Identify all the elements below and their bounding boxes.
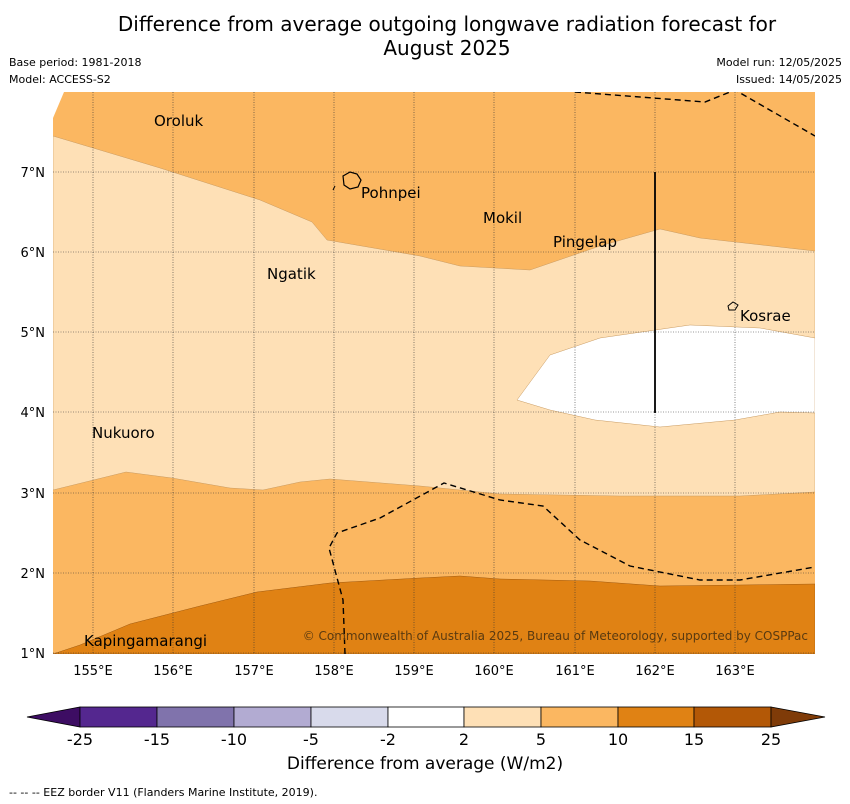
place-label-nukuoro: Nukuoro [92,424,155,442]
place-label-kosrae: Kosrae [740,307,791,325]
lat-tick: 3°N [21,487,46,502]
kosrae-island [727,301,739,311]
colorbar-bin [156,706,235,728]
lat-tick: 7°N [21,166,46,181]
lon-tick: 159°E [394,664,434,679]
meta-left: Base period: 1981-2018 Model: ACCESS-S2 [9,54,141,88]
lat-axis: 1°N 2°N 3°N 4°N 5°N 6°N 7°N [21,166,46,662]
lat-tick: 4°N [21,406,46,421]
colorbar-bin [233,706,312,728]
top-left-corner [53,92,64,118]
place-label-pohnpei: Pohnpei [361,184,421,202]
lon-axis: 155°E 156°E 157°E 158°E 159°E 160°E 161°… [73,664,755,679]
colorbar [26,706,826,728]
islet [332,185,336,191]
lon-tick: 155°E [73,664,113,679]
place-label-mokil: Mokil [483,209,522,227]
colorbar-title: Difference from average (W/m2) [286,754,564,774]
lat-tick: 5°N [21,326,46,341]
lon-tick: 162°E [635,664,675,679]
model-run: Model run: 12/05/2025 [716,56,842,69]
title-line-2: August 2025 [383,36,511,60]
model-name: Model: ACCESS-S2 [9,73,111,86]
lon-tick: 157°E [234,664,274,679]
colorbar-bin [693,706,772,728]
colorbar-bin [387,706,465,728]
place-label-oroluk: Oroluk [154,112,203,130]
map-area: Oroluk Pohnpei Mokil Pingelap Ngatik Kos… [53,92,815,654]
colorbar-bin [463,706,542,728]
copyright: © Commonwealth of Australia 2025, Bureau… [303,629,808,643]
colorbar-tick: -10 [221,730,247,749]
place-label-pingelap: Pingelap [553,233,617,251]
colorbar-tick: 10 [608,730,628,749]
lat-tick: 1°N [21,647,46,662]
colorbar-ticks: -25 -15 -10 -5 -2 2 5 10 15 25 [67,730,781,749]
eez-legend-note: -- -- -- EEZ border V11 (Flanders Marine… [9,786,318,799]
lat-tick: 2°N [21,567,46,582]
colorbar-tick: -5 [303,730,319,749]
map-title: Difference from average outgoing longwav… [0,12,850,60]
colorbar-tick: 5 [536,730,546,749]
issued-date: Issued: 14/05/2025 [735,73,842,86]
colorbar-tick: 15 [684,730,704,749]
colorbar-high-extend [770,706,826,728]
pohnpei-island [342,171,362,190]
colorbar-bin [310,706,389,728]
lon-tick: 163°E [715,664,755,679]
colorbar-low-extend [26,706,81,728]
anomaly-10-15-band [53,575,815,654]
place-label-ngatik: Ngatik [267,265,316,283]
lon-tick: 161°E [555,664,595,679]
base-period: Base period: 1981-2018 [9,56,142,69]
colorbar-tick: -25 [67,730,93,749]
colorbar-tick: 25 [761,730,781,749]
anomaly-neutral-region [516,324,815,428]
lon-tick: 156°E [153,664,193,679]
eez-borders [328,92,815,654]
title-line-1: Difference from average outgoing longwav… [117,12,777,36]
colorbar-bin [540,706,619,728]
lon-tick: 158°E [314,664,354,679]
meta-right: Model run: 12/05/2025 Issued: 14/05/2025 [716,54,842,88]
lat-tick: 6°N [21,246,46,261]
colorbar-bin [79,706,158,728]
colorbar-bin [617,706,695,728]
place-label-kapingamarangi: Kapingamarangi [84,632,207,650]
lon-tick: 160°E [474,664,514,679]
colorbar-tick: 2 [459,730,469,749]
place-labels: Oroluk Pohnpei Mokil Pingelap Ngatik Kos… [84,112,791,650]
colorbar-tick: -15 [144,730,170,749]
colorbar-tick: -2 [380,730,396,749]
